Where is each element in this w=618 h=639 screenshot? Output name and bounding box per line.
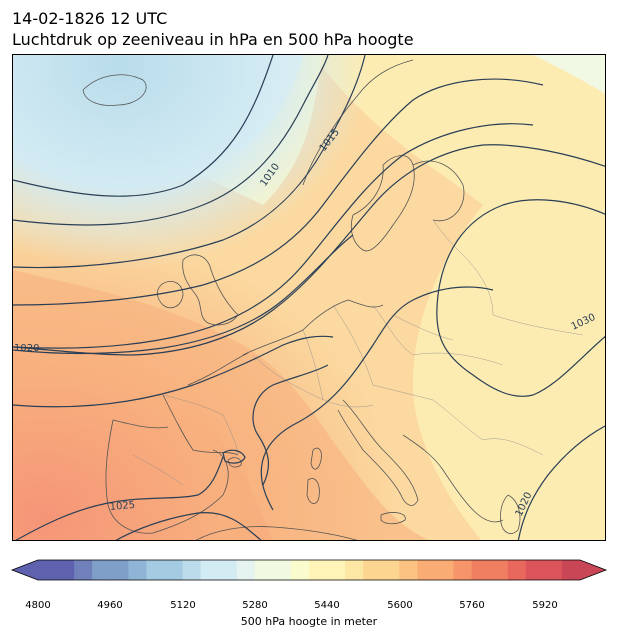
- isobar-1030-south: [517, 425, 605, 540]
- coast-iceland: [82, 74, 147, 106]
- coast-ireland: [157, 281, 184, 309]
- colorbar-step: [543, 560, 563, 580]
- colorbar-step: [435, 560, 455, 580]
- isobar-south-2: [115, 512, 262, 540]
- height-band-coldest: [13, 55, 605, 540]
- height-band-cool-ne: [533, 55, 605, 94]
- coast-corsica: [310, 447, 322, 470]
- colorbar-svg: [10, 559, 608, 581]
- coast-balearic: [227, 457, 242, 468]
- coast-balkans: [402, 434, 504, 523]
- colorbar-step: [236, 560, 256, 580]
- national-borders: [132, 219, 584, 486]
- colorbar-step: [507, 560, 527, 580]
- isobar-5: [13, 123, 534, 349]
- colorbar-tick-label: 5920: [532, 600, 558, 611]
- coast-africa: [195, 526, 358, 540]
- colorbar-label: 500 hPa hoogte in meter: [240, 615, 378, 628]
- coast-continent: [105, 299, 384, 534]
- map-datetime: 14-02-1826 12 UTC: [12, 9, 168, 28]
- isobar-2: [13, 55, 329, 226]
- colorbar-step: [453, 560, 473, 580]
- colorbar-step: [561, 560, 581, 580]
- isobars: [13, 55, 605, 540]
- colorbar-step: [92, 560, 111, 580]
- colorbar-step: [471, 560, 491, 580]
- coast-aegean: [500, 494, 521, 534]
- colorbar-step: [381, 560, 400, 580]
- colorbar-step: [525, 560, 545, 580]
- isobar-corsica: [222, 449, 246, 464]
- colorbar-step: [164, 560, 184, 580]
- colorbar-step: [56, 560, 75, 580]
- colorbar-tick-label: 5600: [387, 600, 413, 611]
- isobar-south-1: [15, 456, 224, 540]
- coastlines: [82, 59, 521, 540]
- colorbar-step: [200, 560, 220, 580]
- colorbar-tick-label: 5760: [459, 600, 485, 611]
- colorbar-tick-label: 5280: [242, 600, 268, 611]
- colorbar-step: [399, 560, 418, 580]
- isobar-1030: [436, 199, 605, 397]
- isobar-label: 1020: [14, 343, 39, 354]
- colorbar-step: [417, 560, 436, 580]
- coast-britain: [182, 254, 239, 326]
- colorbar-extend-low: [12, 560, 38, 580]
- isobar-1025-south: [13, 335, 334, 408]
- colorbar-extend-high: [580, 560, 606, 580]
- colorbar-step: [110, 560, 129, 580]
- colorbar-step: [218, 560, 238, 580]
- weather-map: 1010 1015 1020 1025 1030 1020: [12, 54, 606, 541]
- colorbar-outline: [10, 559, 608, 581]
- colorbar-step: [309, 560, 328, 580]
- colorbar-step: [290, 560, 310, 580]
- colorbar-step: [489, 560, 509, 580]
- colorbar: [10, 557, 608, 583]
- isobar-3: [13, 55, 366, 269]
- colorbar-step: [345, 560, 364, 580]
- colorbar-step: [74, 560, 93, 580]
- colorbar-step: [254, 560, 274, 580]
- isobar-label: 1025: [109, 500, 135, 513]
- isobar-4: [13, 78, 544, 306]
- coast-scandinavia: [302, 59, 465, 252]
- colorbar-step: [146, 560, 165, 580]
- coast-sardinia: [306, 478, 320, 504]
- coast-sicily: [380, 512, 406, 525]
- colorbar-step: [272, 560, 292, 580]
- map-title: Luchtdruk op zeeniveau in hPa en 500 hPa…: [12, 30, 414, 49]
- map-canvas: 1010 1015 1020 1025 1030 1020: [13, 55, 605, 540]
- colorbar-step: [363, 560, 382, 580]
- colorbar-step: [128, 560, 147, 580]
- colorbar-step: [327, 560, 346, 580]
- isobar-west-long: [252, 364, 329, 486]
- colorbar-step: [38, 560, 57, 580]
- colorbar-tick-label: 5120: [170, 600, 196, 611]
- coast-italy: [337, 399, 419, 506]
- colorbar-tick-label: 4960: [97, 600, 123, 611]
- isobar-1020: [13, 144, 605, 356]
- isobar-1020-west: [13, 234, 354, 355]
- isobar-1: [13, 55, 274, 197]
- colorbar-step: [182, 560, 202, 580]
- colorbar-tick-label: 4800: [25, 600, 51, 611]
- colorbar-tick-label: 5440: [314, 600, 340, 611]
